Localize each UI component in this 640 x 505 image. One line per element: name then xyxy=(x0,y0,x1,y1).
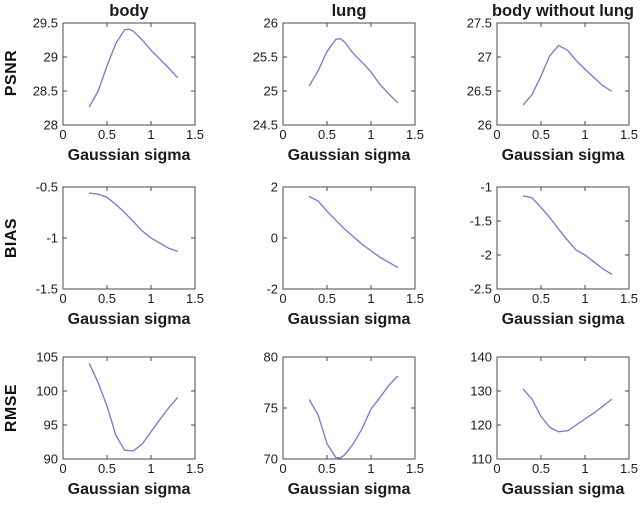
svg-text:80: 80 xyxy=(264,350,278,365)
svg-text:25: 25 xyxy=(264,84,278,99)
svg-text:Gaussian sigma: Gaussian sigma xyxy=(288,311,411,328)
svg-text:1: 1 xyxy=(147,461,154,476)
svg-text:Gaussian sigma: Gaussian sigma xyxy=(502,311,625,328)
svg-text:1.5: 1.5 xyxy=(406,127,424,142)
svg-text:26.5: 26.5 xyxy=(467,84,492,99)
subplot-rmse-body-without-lung: 0 0.5 1 1.5 110 120 130 140 Gaussian sigma xyxy=(452,336,640,504)
svg-text:0: 0 xyxy=(271,231,278,246)
subplot-rmse-body: 0 0.5 1 1.5 90 95 100 105 Gaussian sigma xyxy=(18,336,206,504)
svg-text:1.5: 1.5 xyxy=(186,461,204,476)
svg-text:0.5: 0.5 xyxy=(98,291,116,306)
svg-text:90: 90 xyxy=(44,452,58,467)
svg-text:1: 1 xyxy=(367,127,374,142)
svg-text:1: 1 xyxy=(581,461,588,476)
svg-text:1: 1 xyxy=(147,127,154,142)
svg-text:0: 0 xyxy=(279,461,286,476)
subplot-bias-body-without-lung: 0 0.5 1 1.5 -2.5 -2 -1.5 -1 Gaussian sigma xyxy=(452,166,640,334)
svg-text:1.5: 1.5 xyxy=(620,127,638,142)
svg-text:130: 130 xyxy=(470,384,492,399)
svg-text:105: 105 xyxy=(36,350,58,365)
svg-text:Gaussian sigma: Gaussian sigma xyxy=(502,481,625,498)
svg-text:24.5: 24.5 xyxy=(253,118,278,133)
svg-text:-1: -1 xyxy=(46,231,58,246)
subplot-psnr-lung: 0 0.5 1 1.5 24.5 25 25.5 26 lung Gaussian sigma xyxy=(238,2,426,170)
svg-text:110: 110 xyxy=(471,452,492,467)
subplot-psnr-body: 0 0.5 1 1.5 28 28.5 29 29.5 body Gaussian sigma xyxy=(18,2,206,170)
svg-text:1: 1 xyxy=(147,291,154,306)
svg-text:140: 140 xyxy=(470,350,492,365)
svg-text:Gaussian sigma: Gaussian sigma xyxy=(68,311,191,328)
svg-text:1.5: 1.5 xyxy=(620,291,638,306)
svg-text:lung: lung xyxy=(332,2,367,20)
svg-text:1: 1 xyxy=(367,291,374,306)
svg-text:75: 75 xyxy=(264,401,278,416)
svg-text:25.5: 25.5 xyxy=(253,50,278,65)
svg-text:0.5: 0.5 xyxy=(98,461,116,476)
svg-text:Gaussian sigma: Gaussian sigma xyxy=(68,147,191,164)
svg-text:-1.5: -1.5 xyxy=(36,282,58,297)
svg-text:2: 2 xyxy=(271,180,278,195)
svg-text:0: 0 xyxy=(59,461,66,476)
svg-text:body without lung: body without lung xyxy=(492,2,634,20)
svg-text:-2.5: -2.5 xyxy=(470,282,492,297)
svg-text:Gaussian sigma: Gaussian sigma xyxy=(502,147,625,164)
svg-text:28: 28 xyxy=(44,118,58,133)
svg-text:1: 1 xyxy=(367,461,374,476)
subplot-bias-body: 0 0.5 1 1.5 -1.5 -1 -0.5 Gaussian sigma xyxy=(18,166,206,334)
svg-text:0.5: 0.5 xyxy=(318,127,336,142)
svg-text:1: 1 xyxy=(581,291,588,306)
svg-text:27: 27 xyxy=(478,50,492,65)
svg-text:0.5: 0.5 xyxy=(532,461,550,476)
svg-text:1.5: 1.5 xyxy=(186,291,204,306)
svg-text:29: 29 xyxy=(44,50,58,65)
subplot-psnr-body-without-lung: 0 0.5 1 1.5 26 26.5 27 27.5 body without lung Gau… xyxy=(452,2,640,170)
svg-text:1.5: 1.5 xyxy=(406,461,424,476)
svg-text:Gaussian sigma: Gaussian sigma xyxy=(68,481,191,498)
svg-text:26: 26 xyxy=(264,16,278,31)
svg-text:120: 120 xyxy=(470,418,492,433)
svg-text:Gaussian sigma: Gaussian sigma xyxy=(288,481,411,498)
svg-text:0.5: 0.5 xyxy=(318,461,336,476)
subplot-rmse-lung: 0 0.5 1 1.5 70 75 80 Gaussian sigma xyxy=(238,336,426,504)
svg-text:0.5: 0.5 xyxy=(98,127,116,142)
svg-text:26: 26 xyxy=(478,118,492,133)
svg-text:27.5: 27.5 xyxy=(467,16,492,31)
svg-text:1.5: 1.5 xyxy=(406,291,424,306)
svg-text:28.5: 28.5 xyxy=(33,84,58,99)
svg-text:0: 0 xyxy=(493,461,500,476)
svg-text:body: body xyxy=(109,2,149,20)
svg-text:-1: -1 xyxy=(480,180,492,195)
svg-text:0: 0 xyxy=(279,127,286,142)
svg-text:0: 0 xyxy=(279,291,286,306)
svg-text:0.5: 0.5 xyxy=(532,291,550,306)
svg-text:29.5: 29.5 xyxy=(33,16,58,31)
svg-text:-1.5: -1.5 xyxy=(470,214,492,229)
svg-text:1: 1 xyxy=(581,127,588,142)
svg-text:70: 70 xyxy=(264,452,278,467)
svg-text:1.5: 1.5 xyxy=(186,127,204,142)
svg-text:0.5: 0.5 xyxy=(318,291,336,306)
svg-text:0: 0 xyxy=(493,291,500,306)
svg-text:0.5: 0.5 xyxy=(532,127,550,142)
svg-text:-0.5: -0.5 xyxy=(36,180,58,195)
subplot-bias-lung: 0 0.5 1 1.5 -2 0 2 Gaussian sigma xyxy=(238,166,426,334)
svg-text:-2: -2 xyxy=(480,248,492,263)
svg-text:100: 100 xyxy=(36,384,58,399)
svg-text:95: 95 xyxy=(44,418,58,433)
svg-text:0: 0 xyxy=(493,127,500,142)
svg-text:1.5: 1.5 xyxy=(620,461,638,476)
svg-text:0: 0 xyxy=(59,127,66,142)
svg-text:-2: -2 xyxy=(266,282,278,297)
svg-text:0: 0 xyxy=(59,291,66,306)
svg-text:Gaussian sigma: Gaussian sigma xyxy=(288,147,411,164)
